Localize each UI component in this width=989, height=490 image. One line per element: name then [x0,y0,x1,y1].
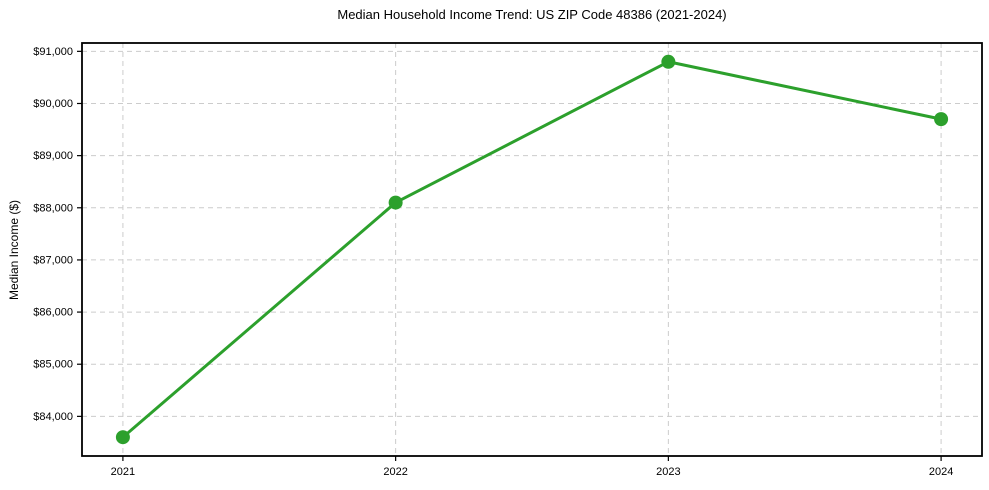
chart-title: Median Household Income Trend: US ZIP Co… [337,7,727,22]
y-tick-label: $85,000 [33,359,73,371]
y-tick-label: $84,000 [33,411,73,423]
y-tick-label: $86,000 [33,307,73,319]
data-point-marker [388,195,403,210]
x-tick-label: 2024 [929,466,953,478]
y-tick-label: $91,000 [33,46,73,58]
x-tick-label: 2022 [383,466,407,478]
plot-border [81,42,983,457]
data-point-marker [934,112,949,127]
y-tick-label: $90,000 [33,98,73,110]
y-tick-label: $88,000 [33,202,73,214]
data-point-marker [115,430,130,445]
x-tick-label: 2021 [111,466,135,478]
y-tick-label: $89,000 [33,150,73,162]
y-tick-label: $87,000 [33,254,73,266]
x-tick-label: 2023 [656,466,680,478]
trend-line [121,60,943,439]
data-point-marker [661,54,676,69]
